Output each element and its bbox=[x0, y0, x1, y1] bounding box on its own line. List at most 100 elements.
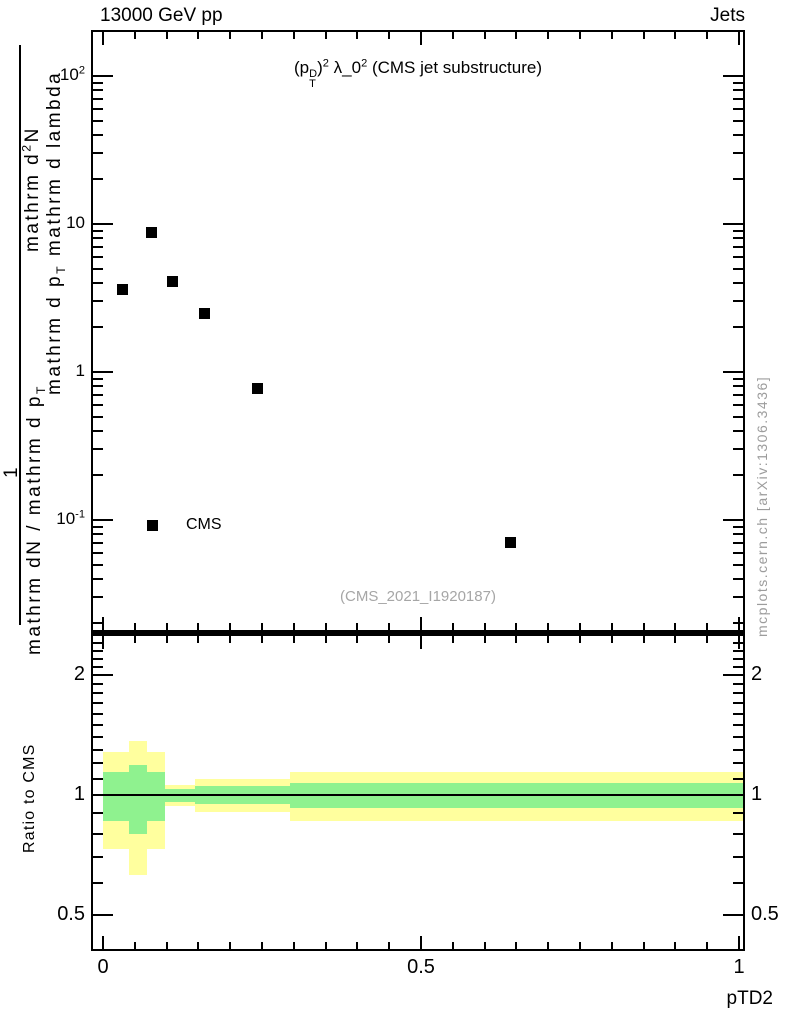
ratio-tick-label-right: 2 bbox=[751, 663, 763, 685]
y-tick-label: 10-1 bbox=[56, 508, 85, 528]
y-tick bbox=[733, 403, 743, 406]
y-tick bbox=[723, 75, 743, 77]
x-tick bbox=[642, 623, 645, 630]
y-tick bbox=[723, 913, 743, 916]
x-tick bbox=[133, 623, 136, 630]
x-tick bbox=[420, 617, 422, 630]
y-tick bbox=[733, 712, 743, 715]
x-tick bbox=[451, 32, 454, 39]
x-tick bbox=[388, 623, 391, 630]
x-tick bbox=[229, 636, 232, 643]
y-tick bbox=[733, 692, 743, 695]
y-tick bbox=[733, 255, 743, 258]
legend-marker-square bbox=[147, 520, 158, 531]
x-tick bbox=[420, 936, 422, 949]
y-tick bbox=[733, 448, 743, 451]
x-tick bbox=[102, 32, 104, 45]
x-tick bbox=[388, 32, 391, 39]
y-tick bbox=[93, 832, 103, 835]
y-tick bbox=[93, 622, 103, 625]
data-point bbox=[198, 307, 210, 319]
x-tick bbox=[261, 32, 263, 39]
uncertainty-band-inner bbox=[129, 764, 147, 834]
x-tick bbox=[674, 636, 677, 643]
y-tick bbox=[93, 735, 103, 738]
y-tick bbox=[733, 832, 743, 835]
y-tick bbox=[93, 723, 103, 726]
ratio-plot-frame bbox=[91, 633, 745, 951]
x-tick bbox=[547, 636, 550, 643]
x-tick bbox=[292, 32, 295, 39]
y-tick bbox=[93, 533, 103, 536]
plot-title: (p D T)2 λ_02 (CMS jet substructure) bbox=[294, 57, 542, 90]
y-tick bbox=[733, 415, 743, 418]
y-tick bbox=[93, 223, 113, 225]
x-tick bbox=[515, 636, 518, 643]
data-point bbox=[252, 383, 264, 395]
y-tick bbox=[93, 429, 103, 432]
y-tick bbox=[733, 429, 743, 432]
x-tick bbox=[356, 942, 359, 949]
y-tick bbox=[93, 178, 103, 181]
y-tick bbox=[733, 748, 743, 751]
y-tick bbox=[93, 371, 113, 373]
x-tick-label: 0.5 bbox=[407, 956, 435, 978]
x-tick bbox=[483, 942, 486, 949]
y-tick bbox=[733, 97, 743, 100]
y-tick bbox=[93, 448, 103, 451]
y-tick bbox=[733, 665, 743, 668]
x-tick bbox=[706, 623, 709, 630]
y-tick bbox=[93, 794, 113, 796]
y-tick bbox=[93, 882, 103, 885]
ratio-tick-label-left: 0.5 bbox=[57, 902, 85, 925]
x-tick bbox=[197, 623, 200, 630]
analysis-reference-label: (CMS_2021_I1920187) bbox=[340, 588, 496, 605]
y-tick bbox=[733, 178, 743, 181]
y-tick bbox=[93, 385, 103, 388]
x-tick bbox=[292, 636, 295, 643]
y-tick bbox=[93, 403, 103, 406]
x-tick bbox=[674, 32, 677, 39]
y-tick bbox=[93, 377, 103, 380]
x-tick bbox=[483, 623, 486, 630]
x-tick bbox=[324, 636, 327, 643]
uncertainty-band-inner bbox=[146, 772, 165, 822]
y-tick bbox=[733, 541, 743, 544]
y-tick bbox=[93, 300, 103, 303]
y-tick bbox=[93, 119, 103, 122]
x-tick bbox=[515, 623, 518, 630]
x-tick bbox=[420, 32, 422, 45]
y-tick bbox=[733, 735, 743, 738]
y-tick bbox=[93, 596, 103, 599]
y-tick bbox=[733, 723, 743, 726]
y-tick bbox=[733, 237, 743, 240]
x-tick bbox=[229, 32, 232, 39]
y-axis-label-numerator-d2n: mathrm d2N bbox=[19, 126, 43, 252]
x-tick-label: 0 bbox=[97, 956, 109, 978]
y-tick bbox=[733, 762, 743, 765]
y-tick bbox=[93, 913, 113, 916]
x-tick bbox=[738, 936, 740, 949]
y-tick bbox=[93, 97, 103, 100]
y-tick bbox=[733, 682, 743, 685]
x-tick bbox=[102, 936, 104, 949]
ratio-tick-label-right: 0.5 bbox=[751, 902, 779, 925]
y-tick bbox=[93, 642, 103, 645]
data-point bbox=[117, 284, 129, 296]
x-tick bbox=[738, 636, 740, 649]
y-tick bbox=[733, 89, 743, 92]
y-tick bbox=[93, 237, 103, 240]
y-tick bbox=[93, 692, 103, 695]
x-tick bbox=[642, 636, 645, 643]
x-tick bbox=[451, 636, 454, 643]
process-label: Jets bbox=[710, 5, 745, 26]
x-tick bbox=[292, 623, 295, 630]
uncertainty-band-inner bbox=[103, 772, 130, 822]
y-tick bbox=[93, 519, 113, 521]
y-tick bbox=[93, 326, 103, 329]
x-tick bbox=[579, 942, 581, 949]
x-tick bbox=[197, 636, 200, 643]
x-tick bbox=[642, 32, 645, 39]
